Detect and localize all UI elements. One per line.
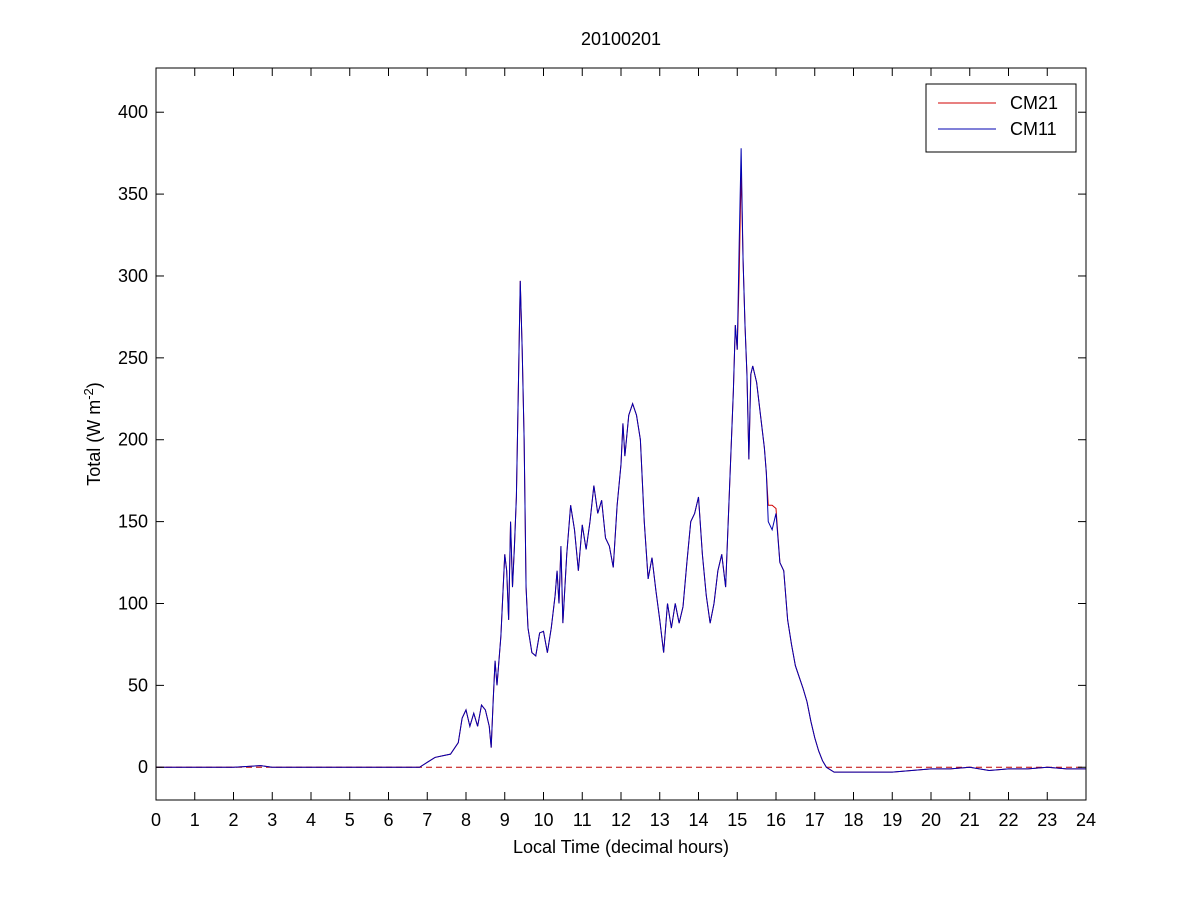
y-axis-label-end: )	[84, 382, 104, 388]
x-tick-label: 14	[688, 810, 708, 830]
x-tick-label: 18	[843, 810, 863, 830]
y-tick-label: 250	[118, 348, 148, 368]
y-tick-label: 0	[138, 757, 148, 777]
x-tick-label: 3	[267, 810, 277, 830]
y-axis-label: Total (W m-2)	[81, 382, 104, 486]
x-tick-label: 4	[306, 810, 316, 830]
x-tick-label: 8	[461, 810, 471, 830]
x-tick-label: 9	[500, 810, 510, 830]
x-tick-label: 1	[190, 810, 200, 830]
x-tick-label: 12	[611, 810, 631, 830]
x-tick-label: 7	[422, 810, 432, 830]
x-tick-label: 2	[228, 810, 238, 830]
x-tick-label: 15	[727, 810, 747, 830]
y-axis-label-text: Total (W m	[84, 400, 104, 486]
y-tick-label: 200	[118, 430, 148, 450]
x-tick-label: 19	[882, 810, 902, 830]
y-tick-label: 300	[118, 266, 148, 286]
x-tick-label: 11	[573, 810, 592, 830]
y-tick-label: 50	[128, 675, 148, 695]
x-tick-label: 17	[805, 810, 825, 830]
y-tick-label: 400	[118, 102, 148, 122]
x-tick-label: 23	[1037, 810, 1057, 830]
legend-label: CM21	[1010, 93, 1058, 113]
x-tick-label: 24	[1076, 810, 1096, 830]
data-line	[156, 148, 1086, 773]
y-axis-label-superscript: -2	[81, 388, 96, 400]
x-axis-label: Local Time (decimal hours)	[513, 837, 729, 857]
x-tick-label: 20	[921, 810, 941, 830]
x-tick-label: 5	[345, 810, 355, 830]
x-tick-label: 13	[650, 810, 670, 830]
x-tick-label: 10	[533, 810, 553, 830]
chart-title: 20100201	[581, 29, 661, 49]
y-tick-label: 100	[118, 593, 148, 613]
x-tick-label: 0	[151, 810, 161, 830]
x-tick-label: 21	[960, 810, 980, 830]
legend-label: CM11	[1010, 119, 1057, 139]
y-tick-label: 150	[118, 512, 148, 532]
y-tick-label: 350	[118, 184, 148, 204]
x-tick-label: 6	[383, 810, 393, 830]
x-tick-label: 22	[998, 810, 1018, 830]
x-tick-label: 16	[766, 810, 786, 830]
legend-box	[925, 83, 1077, 153]
